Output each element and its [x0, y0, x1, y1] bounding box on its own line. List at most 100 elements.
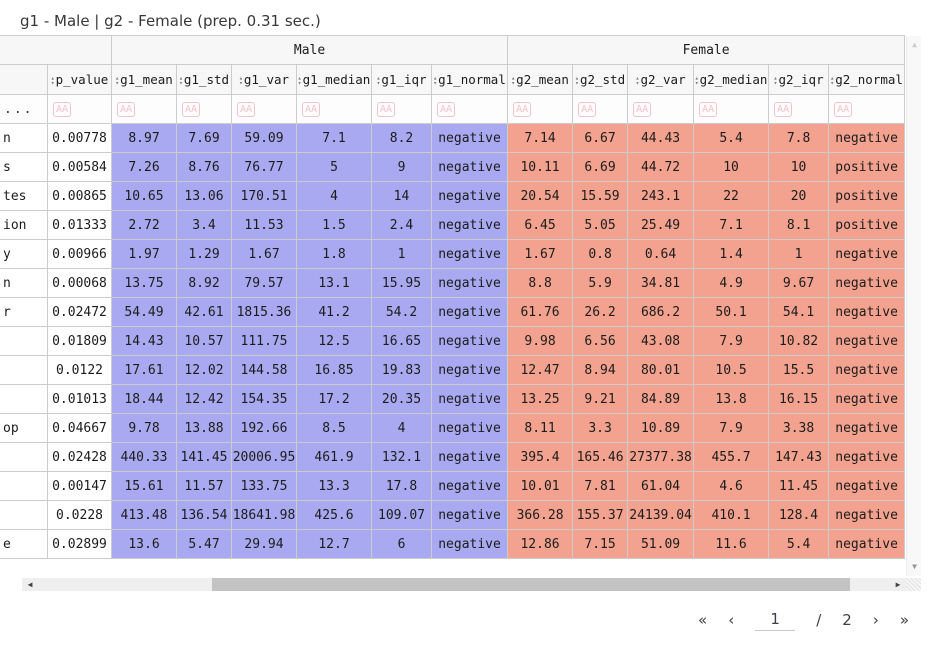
- filter-badge[interactable]: AA: [182, 102, 201, 117]
- cell-g1_std: 3.4: [176, 210, 232, 240]
- cell-g2_mean: 20.54: [507, 181, 574, 211]
- cell-g2_var: 10.89: [627, 413, 695, 443]
- cell-g2_normal: negative: [828, 239, 906, 269]
- page-title: g1 - Male | g2 - Female (prep. 0.31 sec.…: [20, 12, 321, 30]
- filter-badge[interactable]: AA: [578, 102, 597, 117]
- cell-p_value: 0.00068: [47, 268, 112, 298]
- cell-g1_iqr: 109.07: [371, 500, 432, 530]
- table-row: y 0.00966 1.97 1.29 1.67 1.8 1 negative 1.67 0.8 0…: [0, 239, 906, 269]
- cell-g2_mean: 8.8: [507, 268, 574, 298]
- page-number-input[interactable]: [755, 608, 796, 631]
- cell-g2_mean: 6.45: [507, 210, 574, 240]
- horizontal-scrollbar-thumb[interactable]: [212, 578, 850, 591]
- filter-badge[interactable]: AA: [53, 102, 72, 117]
- cell-g2_normal: positive: [828, 210, 906, 240]
- cell-g1_mean: 10.65: [111, 181, 177, 211]
- cell-g1_normal: negative: [430, 181, 509, 211]
- cell-p_value: 0.00584: [47, 152, 112, 182]
- cell-g2_var: 51.09: [627, 529, 695, 559]
- table-row: s 0.00584 7.26 8.76 76.77 5 9 negative 10.11 6.69…: [0, 152, 906, 182]
- column-header-g2_normal[interactable]: ▴ ▾ g2_normal: [828, 64, 906, 95]
- cell-g2_normal: positive: [828, 152, 906, 182]
- cell-g2_median: 410.1: [693, 500, 770, 530]
- cell-g1_std: 7.69: [176, 123, 232, 153]
- column-header-g2_mean[interactable]: ▴ ▾ g2_mean: [507, 64, 574, 95]
- filter-input-g1_std[interactable]: AA: [176, 94, 232, 124]
- scroll-down-icon[interactable]: ▼: [912, 562, 917, 571]
- column-header-p_value[interactable]: ▴ ▾ p_value: [47, 64, 112, 95]
- scroll-right-icon[interactable]: ▶: [895, 580, 901, 589]
- filter-input-g1_mean[interactable]: AA: [111, 94, 177, 124]
- cell-g1_median: 17.2: [296, 384, 372, 414]
- cell-g2_iqr: 10: [768, 152, 830, 182]
- filter-badge[interactable]: AA: [302, 102, 321, 117]
- filter-input-g2_iqr[interactable]: AA: [768, 94, 830, 124]
- filter-badge[interactable]: AA: [377, 102, 396, 117]
- cell-g2_median: 455.7: [693, 442, 770, 472]
- cell-g1_median: 5: [296, 152, 372, 182]
- filter-badge[interactable]: AA: [237, 102, 256, 117]
- column-header-g2_iqr[interactable]: ▴ ▾ g2_iqr: [768, 64, 830, 95]
- cell-g1_var: 133.75: [231, 471, 297, 501]
- column-header-g1_iqr[interactable]: ▴ ▾ g1_iqr: [371, 64, 432, 95]
- horizontal-scrollbar[interactable]: ◀ ▶: [22, 578, 906, 591]
- filter-badge[interactable]: AA: [633, 102, 652, 117]
- filter-badge[interactable]: AA: [834, 102, 853, 117]
- column-header-g2_median[interactable]: ▴ ▾ g2_median: [693, 64, 770, 95]
- filter-input-p_value[interactable]: AA: [47, 94, 112, 124]
- filter-badge[interactable]: AA: [437, 102, 456, 117]
- cell-g2_iqr: 3.38: [768, 413, 830, 443]
- cell-g1_std: 13.06: [176, 181, 232, 211]
- filter-input-g1_median[interactable]: AA: [296, 94, 372, 124]
- filter-input-g2_median[interactable]: AA: [693, 94, 770, 124]
- scroll-up-icon[interactable]: ▲: [912, 40, 917, 49]
- column-header-g1_median[interactable]: ▴ ▾ g1_median: [296, 64, 372, 95]
- cell-g1_iqr: 9: [371, 152, 432, 182]
- cell-g1_normal: negative: [430, 123, 509, 153]
- last-page-button[interactable]: »: [899, 610, 909, 629]
- cell-g1_normal: negative: [430, 500, 509, 530]
- cell-g1_median: 41.2: [296, 297, 372, 327]
- row-filter-ellipsis[interactable]: ...: [0, 94, 48, 124]
- cell-p_value: 0.01013: [47, 384, 112, 414]
- sort-icon: ▴ ▾: [575, 73, 579, 87]
- cell-p_value: 0.00778: [47, 123, 112, 153]
- cell-p_value: 0.01333: [47, 210, 112, 240]
- filter-input-g1_normal[interactable]: AA: [430, 94, 509, 124]
- row-label: [0, 442, 48, 472]
- table-row: e 0.02899 13.6 5.47 29.94 12.7 6 negative 12.86 7…: [0, 529, 906, 559]
- cell-g2_normal: negative: [828, 268, 906, 298]
- filter-input-g1_iqr[interactable]: AA: [371, 94, 432, 124]
- filter-input-g2_std[interactable]: AA: [572, 94, 629, 124]
- vertical-scrollbar[interactable]: ▲ ▼: [906, 36, 921, 576]
- cell-g2_mean: 8.11: [507, 413, 574, 443]
- filter-badge[interactable]: AA: [774, 102, 793, 117]
- column-header-g1_var[interactable]: ▴ ▾ g1_var: [231, 64, 297, 95]
- cell-g1_iqr: 8.2: [371, 123, 432, 153]
- cell-g2_median: 7.9: [693, 413, 770, 443]
- column-header-g1_normal[interactable]: ▴ ▾ g1_normal: [430, 64, 509, 95]
- filter-badge[interactable]: AA: [117, 102, 136, 117]
- cell-g1_iqr: 20.35: [371, 384, 432, 414]
- filter-badge[interactable]: AA: [699, 102, 718, 117]
- column-header-g1_mean[interactable]: ▴ ▾ g1_mean: [111, 64, 177, 95]
- filter-badge[interactable]: AA: [513, 102, 532, 117]
- scroll-left-icon[interactable]: ◀: [27, 580, 33, 589]
- cell-g1_median: 12.5: [296, 326, 372, 356]
- cell-g2_var: 34.81: [627, 268, 695, 298]
- filter-input-g2_var[interactable]: AA: [627, 94, 695, 124]
- next-page-button[interactable]: ›: [872, 610, 879, 629]
- column-header-g2_std[interactable]: ▴ ▾ g2_std: [572, 64, 629, 95]
- row-label: [0, 500, 48, 530]
- filter-input-g2_mean[interactable]: AA: [507, 94, 574, 124]
- cell-g1_std: 13.88: [176, 413, 232, 443]
- filter-input-g1_var[interactable]: AA: [231, 94, 297, 124]
- column-header-g2_var[interactable]: ▴ ▾ g2_var: [627, 64, 695, 95]
- prev-page-button[interactable]: ‹: [728, 610, 735, 629]
- cell-p_value: 0.04667: [47, 413, 112, 443]
- column-header-g1_std[interactable]: ▴ ▾ g1_std: [176, 64, 232, 95]
- cell-g2_normal: negative: [828, 500, 906, 530]
- filter-input-g2_normal[interactable]: AA: [828, 94, 906, 124]
- cell-g1_var: 111.75: [231, 326, 297, 356]
- first-page-button[interactable]: «: [698, 610, 708, 629]
